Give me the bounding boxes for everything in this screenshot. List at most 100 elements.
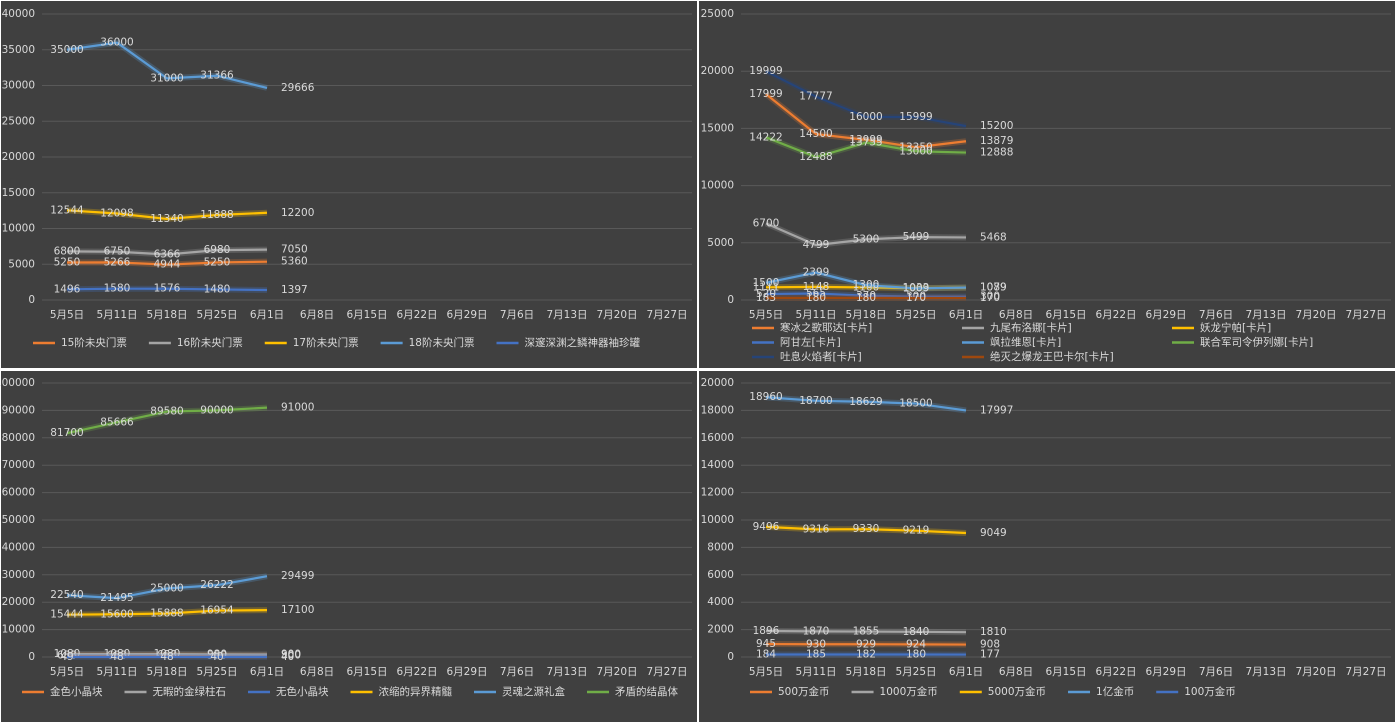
data-label: 1855 (853, 626, 880, 638)
x-tick-label: 5月18日 (845, 666, 886, 678)
series-line (66, 41, 268, 89)
data-label: 12098 (100, 207, 133, 219)
data-label: 1480 (204, 283, 231, 295)
data-label: 49 (60, 651, 73, 663)
y-tick-label: 50000 (2, 514, 35, 526)
data-label: 48 (160, 651, 173, 663)
legend-label: 灵魂之源礼盒 (502, 685, 565, 698)
x-tick-label: 7月27日 (1345, 309, 1386, 321)
data-label: 90000 (200, 404, 233, 416)
data-label: 13879 (980, 135, 1013, 147)
x-tick-label: 6月29日 (446, 309, 487, 321)
data-label: 1810 (980, 626, 1007, 638)
x-tick-label: 5月11日 (96, 666, 137, 678)
x-tick-label: 6月22日 (1095, 309, 1136, 321)
y-tick-label: 30000 (2, 80, 35, 92)
data-label: 13999 (849, 134, 882, 146)
y-tick-label: 60000 (2, 487, 35, 499)
data-label: 18700 (799, 395, 832, 407)
x-tick-label: 6月22日 (1095, 666, 1136, 678)
data-label: 1148 (803, 281, 830, 293)
panel (699, 371, 1395, 722)
x-tick-label: 5月18日 (146, 666, 187, 678)
series-line (66, 287, 268, 292)
data-label: 18629 (849, 396, 882, 408)
legend-label: 绝灭之爆龙王巴卡尔[卡片] (990, 350, 1114, 363)
data-label: 16000 (849, 111, 882, 123)
data-label: 15999 (899, 111, 932, 123)
x-tick-label: 6月29日 (1145, 666, 1186, 678)
data-label: 4799 (803, 239, 830, 251)
legend-label: 浓缩的异界精髓 (379, 685, 453, 698)
y-tick-label: 8000 (707, 541, 734, 553)
legend-label: 16阶未央门票 (177, 336, 243, 349)
data-label: 182 (856, 649, 876, 661)
data-label: 18960 (749, 391, 782, 403)
y-tick-label: 20000 (701, 377, 734, 389)
data-label: 630 (57, 649, 77, 661)
data-label: 11888 (200, 209, 233, 221)
y-tick-label: 20000 (2, 151, 35, 163)
data-label: 17997 (980, 404, 1013, 416)
x-tick-label: 7月20日 (1295, 309, 1336, 321)
data-label: 1896 (753, 625, 780, 637)
series-line (765, 629, 967, 634)
legend-label: 联合军司令伊列娜[卡片] (1200, 336, 1313, 349)
legend-label: 九尾布洛娜[卡片] (990, 321, 1072, 334)
data-label: 184 (756, 648, 776, 660)
data-label: 29499 (281, 570, 314, 582)
data-label: 4944 (154, 259, 181, 271)
data-label: 81700 (50, 427, 83, 439)
y-tick-label: 40000 (2, 541, 35, 553)
data-label: 185 (806, 648, 826, 660)
data-label: 21495 (100, 592, 133, 604)
data-label: 14500 (799, 128, 832, 140)
series-line (66, 209, 268, 221)
data-label: 5468 (980, 231, 1007, 243)
x-tick-label: 7月6日 (1199, 666, 1233, 678)
x-tick-label: 7月13日 (1245, 666, 1286, 678)
data-label: 11340 (150, 213, 183, 225)
data-label: 1500 (753, 277, 780, 289)
data-label: 1840 (903, 626, 930, 638)
y-tick-label: 10000 (2, 223, 35, 235)
y-tick-label: 20000 (2, 596, 35, 608)
data-label: 183 (756, 292, 776, 304)
data-label: 5300 (853, 233, 880, 245)
x-tick-label: 7月13日 (546, 666, 587, 678)
data-label: 91000 (281, 402, 314, 414)
y-tick-label: 100000 (0, 377, 35, 389)
data-label: 7050 (281, 244, 308, 256)
data-label: 170 (906, 292, 926, 304)
data-label: 6700 (753, 217, 780, 229)
data-label: 2399 (803, 267, 830, 279)
legend-label: 飒拉维恩[卡片] (990, 336, 1061, 349)
y-tick-label: 12000 (701, 487, 734, 499)
legend-label: 无色小晶块 (276, 685, 329, 698)
y-tick-label: 15000 (701, 122, 734, 134)
legend-label: 吐息火焰者[卡片] (780, 350, 862, 363)
data-label: 500 (281, 650, 301, 662)
x-tick-label: 5月25日 (895, 666, 936, 678)
series-line (66, 248, 268, 256)
x-tick-label: 5月5日 (749, 666, 783, 678)
data-label: 180 (856, 292, 876, 304)
series-line (765, 525, 967, 535)
x-tick-label: 5月25日 (895, 309, 936, 321)
y-tick-label: 2000 (707, 624, 734, 636)
data-label: 6366 (154, 248, 181, 260)
panel (1, 371, 697, 722)
x-tick-label: 6月15日 (346, 666, 387, 678)
legend-label: 妖龙宁帕[卡片] (1200, 321, 1271, 334)
y-tick-label: 30000 (2, 569, 35, 581)
legend-label: 500万金币 (778, 685, 830, 698)
x-tick-label: 6月15日 (1045, 309, 1086, 321)
x-tick-label: 5月11日 (795, 309, 836, 321)
x-tick-label: 7月13日 (546, 309, 587, 321)
y-tick-label: 4000 (707, 596, 734, 608)
data-label: 1496 (54, 283, 81, 295)
y-tick-label: 6000 (707, 569, 734, 581)
data-label: 36000 (100, 37, 133, 49)
x-tick-label: 6月1日 (250, 666, 284, 678)
